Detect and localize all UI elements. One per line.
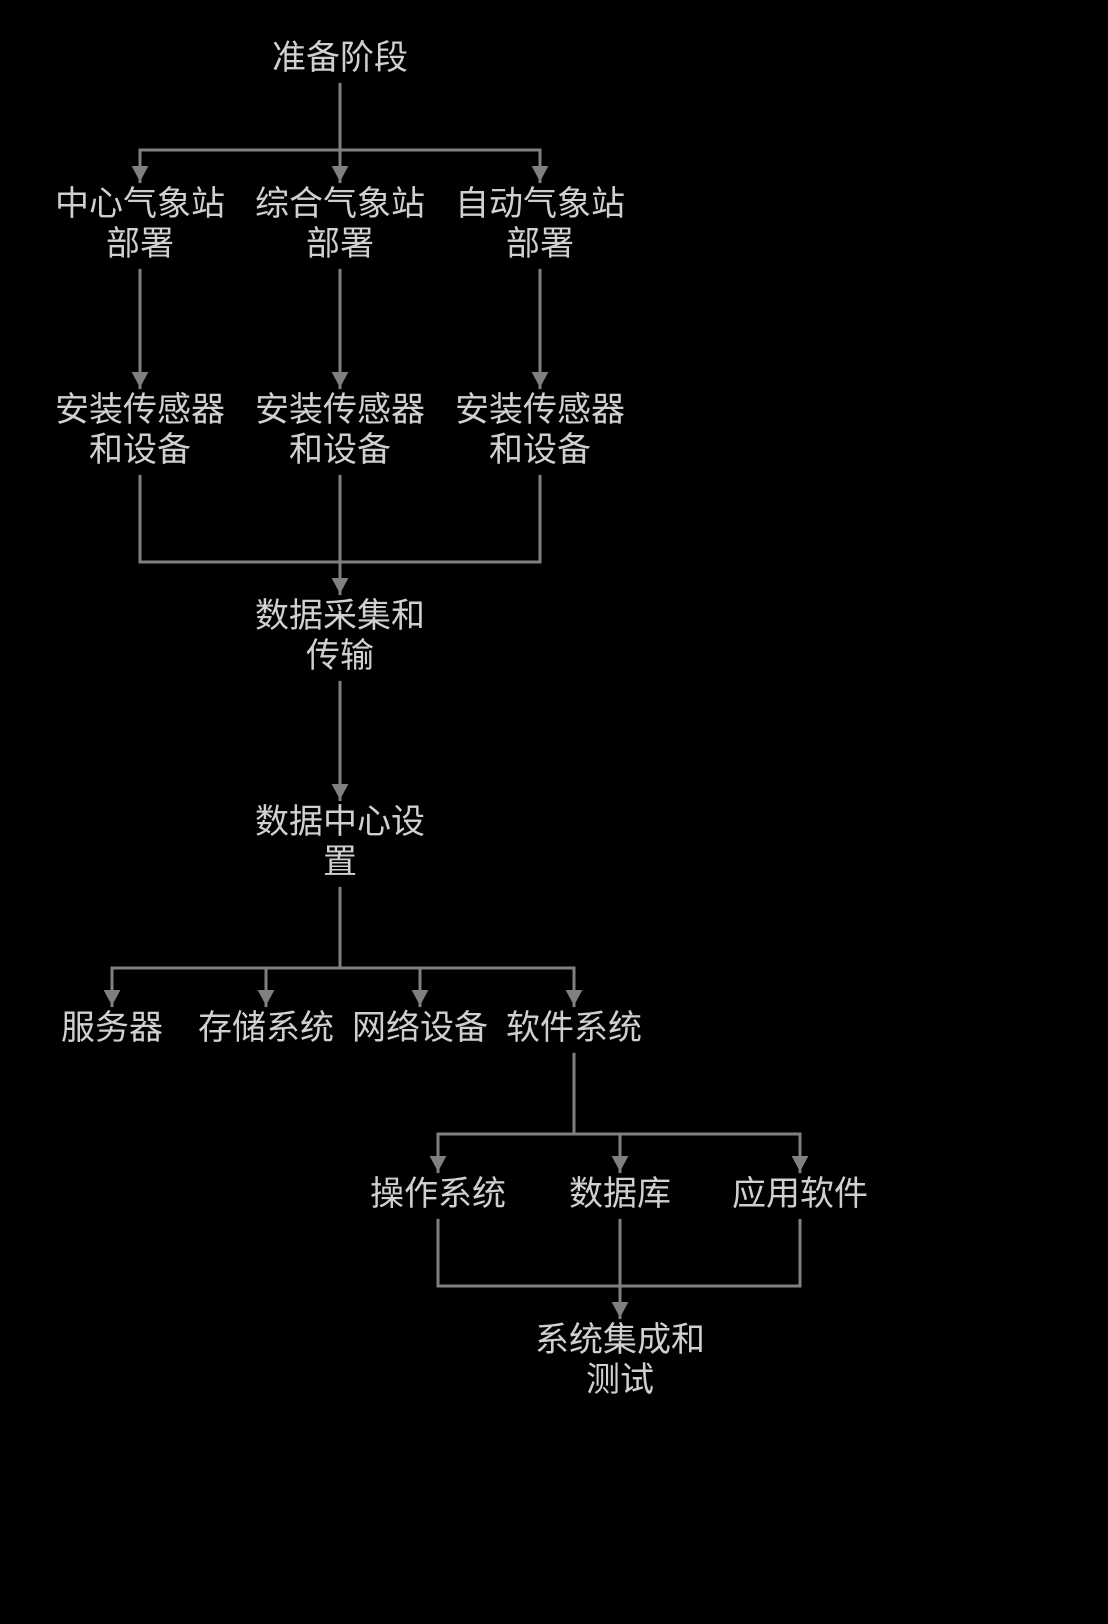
flow-node-label: 部署 — [506, 225, 574, 263]
arrowhead-icon — [792, 1156, 809, 1172]
flow-node-appsw: 应用软件 — [732, 1175, 868, 1213]
flow-node-label: 准备阶段 — [272, 39, 408, 77]
arrowhead-icon — [258, 990, 275, 1006]
flow-node-label: 部署 — [106, 225, 174, 263]
flow-node-label: 数据库 — [569, 1175, 671, 1213]
arrowhead-icon — [412, 990, 429, 1006]
arrowhead-icon — [532, 166, 549, 182]
flow-node-inst2: 安装传感器和设备 — [255, 391, 425, 469]
flow-node-label: 测试 — [586, 1361, 654, 1399]
flow-node-collect: 数据采集和传输 — [255, 597, 425, 675]
flow-node-label: 操作系统 — [370, 1175, 506, 1213]
flow-node-label: 软件系统 — [506, 1009, 642, 1047]
flow-node-integ: 系统集成和测试 — [535, 1321, 705, 1399]
flow-node-softsys: 软件系统 — [506, 1009, 642, 1047]
arrowhead-icon — [332, 372, 349, 388]
flow-node-label: 和设备 — [289, 431, 391, 469]
arrowhead-icon — [532, 372, 549, 388]
flow-node-inst3: 安装传感器和设备 — [455, 391, 625, 469]
arrowhead-icon — [612, 1156, 629, 1172]
flow-node-netdev: 网络设备 — [352, 1009, 488, 1047]
flow-node-inst1: 安装传感器和设备 — [55, 391, 225, 469]
flow-node-complex: 综合气象站部署 — [255, 185, 425, 263]
flow-node-label: 置 — [323, 843, 357, 881]
arrowhead-icon — [132, 166, 149, 182]
flow-node-server: 服务器 — [61, 1009, 163, 1047]
flow-node-label: 中心气象站 — [55, 185, 225, 223]
flow-node-label: 数据采集和 — [255, 597, 425, 635]
edges-layer — [104, 84, 809, 1317]
flow-node-label: 应用软件 — [732, 1175, 868, 1213]
flow-node-label: 自动气象站 — [455, 185, 625, 223]
arrowhead-icon — [104, 990, 121, 1006]
flow-node-db: 数据库 — [569, 1175, 671, 1213]
flow-node-label: 网络设备 — [352, 1009, 488, 1047]
flow-node-label: 服务器 — [61, 1009, 163, 1047]
flow-node-label: 存储系统 — [198, 1009, 334, 1047]
arrowhead-icon — [332, 578, 349, 594]
flow-node-label: 综合气象站 — [255, 185, 425, 223]
flow-node-label: 和设备 — [89, 431, 191, 469]
flow-node-auto: 自动气象站部署 — [455, 185, 625, 263]
flow-node-prep: 准备阶段 — [272, 39, 408, 77]
arrowhead-icon — [332, 784, 349, 800]
nodes-layer: 准备阶段中心气象站部署综合气象站部署自动气象站部署安装传感器和设备安装传感器和设… — [55, 39, 868, 1399]
flow-node-label: 传输 — [306, 637, 374, 675]
flow-node-label: 系统集成和 — [535, 1321, 705, 1359]
flow-node-label: 安装传感器 — [455, 391, 625, 429]
flow-node-label: 和设备 — [489, 431, 591, 469]
arrowhead-icon — [430, 1156, 447, 1172]
arrowhead-icon — [612, 1302, 629, 1318]
flow-node-label: 安装传感器 — [255, 391, 425, 429]
arrowhead-icon — [132, 372, 149, 388]
flow-node-center: 中心气象站部署 — [55, 185, 225, 263]
arrowhead-icon — [566, 990, 583, 1006]
arrowhead-icon — [332, 166, 349, 182]
flow-node-os: 操作系统 — [370, 1175, 506, 1213]
flowchart-canvas: 准备阶段中心气象站部署综合气象站部署自动气象站部署安装传感器和设备安装传感器和设… — [0, 0, 1108, 1624]
flow-node-storage: 存储系统 — [198, 1009, 334, 1047]
flow-node-label: 部署 — [306, 225, 374, 263]
flow-node-dcsetup: 数据中心设置 — [255, 803, 425, 881]
flow-node-label: 安装传感器 — [55, 391, 225, 429]
flow-node-label: 数据中心设 — [255, 803, 425, 841]
